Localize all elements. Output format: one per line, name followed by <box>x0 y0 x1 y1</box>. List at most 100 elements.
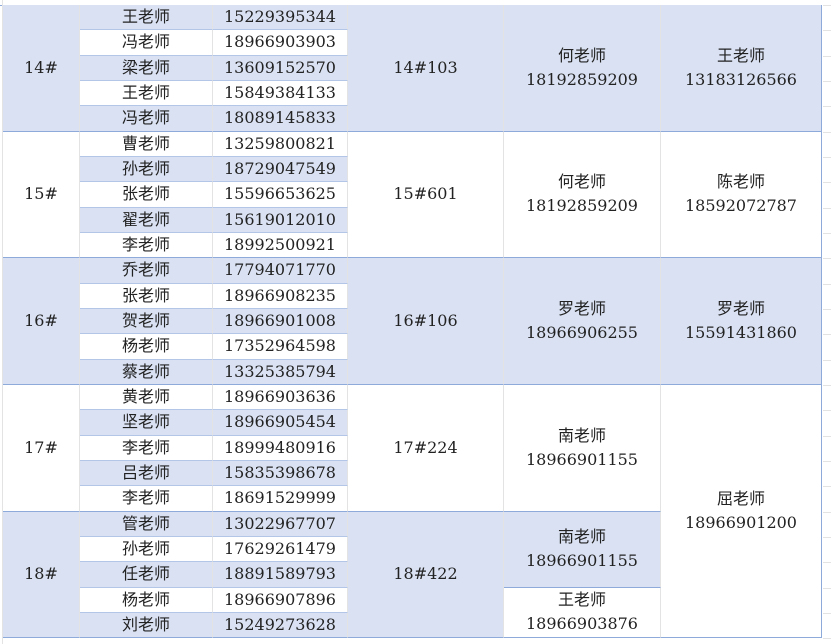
teacher-phone-cell[interactable]: 13325385794 <box>213 359 348 385</box>
teacher-name-cell[interactable]: 曹老师 <box>80 131 213 157</box>
contact-a-cell[interactable]: 何老师 18192859209 <box>504 5 661 132</box>
teacher-phone: 13609152570 <box>224 57 336 77</box>
teacher-name-cell[interactable]: 梁老师 <box>80 55 213 81</box>
room-label: 18#422 <box>393 564 458 584</box>
teacher-name-cell[interactable]: 孙老师 <box>80 156 213 183</box>
teacher-name: 管老师 <box>121 513 170 533</box>
teacher-name-cell[interactable]: 坚老师 <box>80 410 213 436</box>
teacher-name-cell[interactable]: 李老师 <box>80 435 213 461</box>
contact-name: 王老师 <box>716 45 765 65</box>
teacher-name-cell[interactable]: 任老师 <box>80 562 213 588</box>
teacher-name: 蔡老师 <box>121 361 170 381</box>
teacher-phone-cell[interactable]: 18966903903 <box>213 30 348 56</box>
teacher-phone-cell[interactable]: 18089145833 <box>213 106 348 132</box>
teacher-name: 李老师 <box>121 488 170 508</box>
teacher-name: 坚老师 <box>121 412 170 432</box>
teacher-phone-cell[interactable]: 15229395344 <box>213 5 348 31</box>
teacher-name: 刘老师 <box>121 615 170 635</box>
teacher-name-cell[interactable]: 管老师 <box>80 511 213 537</box>
teacher-phone-cell[interactable]: 18992500921 <box>213 232 348 259</box>
teacher-phone: 15596653625 <box>224 184 336 204</box>
room-cell[interactable]: 18#422 <box>348 511 504 639</box>
teacher-name-cell[interactable]: 李老师 <box>80 232 213 259</box>
teacher-phone-cell[interactable]: 18966901008 <box>213 308 348 335</box>
teacher-phone-cell[interactable]: 15849384133 <box>213 80 348 107</box>
contact-a-cell[interactable]: 南老师 18966901155 <box>504 384 661 512</box>
room-cell[interactable]: 15#601 <box>348 131 504 259</box>
contact-name: 南老师 <box>557 527 606 547</box>
teacher-name-cell[interactable]: 孙老师 <box>80 536 213 563</box>
contact-b-cell[interactable]: 罗老师 15591431860 <box>661 258 822 385</box>
teacher-name-cell[interactable]: 张老师 <box>80 182 213 208</box>
teacher-phone-cell[interactable]: 18966907896 <box>213 587 348 613</box>
teacher-phone-cell[interactable]: 18729047549 <box>213 156 348 183</box>
contact-a-cell[interactable]: 罗老师 18966906255 <box>504 258 661 385</box>
contact-phone: 15591431860 <box>685 323 797 343</box>
teacher-phone-cell[interactable]: 15596653625 <box>213 182 348 208</box>
teacher-name-cell[interactable]: 蔡老师 <box>80 359 213 385</box>
teacher-phone-cell[interactable]: 17629261479 <box>213 536 348 563</box>
teacher-name-cell[interactable]: 吕老师 <box>80 460 213 487</box>
contact-b-cell[interactable]: 王老师 13183126566 <box>661 5 822 132</box>
contact-a-cell[interactable]: 何老师 18192859209 <box>504 131 661 259</box>
teacher-name-cell[interactable]: 乔老师 <box>80 258 213 284</box>
teacher-name-cell[interactable]: 翟老师 <box>80 207 213 233</box>
contact-phone: 18966906255 <box>526 323 638 343</box>
teacher-name-cell[interactable]: 杨老师 <box>80 587 213 613</box>
teacher-phone: 15229395344 <box>224 7 336 27</box>
building-cell[interactable]: 15# <box>3 131 80 259</box>
contact-b-cell[interactable]: 陈老师 18592072787 <box>661 131 822 259</box>
room-cell[interactable]: 14#103 <box>348 5 504 132</box>
teacher-phone-cell[interactable]: 17794071770 <box>213 258 348 284</box>
teacher-phone-cell[interactable]: 18891589793 <box>213 562 348 588</box>
teacher-name-cell[interactable]: 刘老师 <box>80 612 213 639</box>
gridline <box>823 537 831 538</box>
teacher-phone-cell[interactable]: 18966903636 <box>213 384 348 411</box>
contact-a-cell[interactable]: 南老师 18966901155 <box>504 511 661 588</box>
teacher-name-cell[interactable]: 王老师 <box>80 5 213 31</box>
teacher-phone-cell[interactable]: 17352964598 <box>213 334 348 360</box>
teacher-name-cell[interactable]: 张老师 <box>80 283 213 309</box>
room-cell[interactable]: 17#224 <box>348 384 504 512</box>
building-cell[interactable]: 18# <box>3 511 80 639</box>
teacher-phone: 18089145833 <box>224 108 336 128</box>
building-label: 18# <box>24 564 58 584</box>
teacher-phone-cell[interactable]: 15835398678 <box>213 460 348 487</box>
teacher-phone-cell[interactable]: 13259800821 <box>213 131 348 157</box>
gridline <box>823 410 831 411</box>
teacher-name-cell[interactable]: 王老师 <box>80 80 213 107</box>
teacher-phone-cell[interactable]: 15619012010 <box>213 207 348 233</box>
building-cell[interactable]: 16# <box>3 258 80 385</box>
room-label: 17#224 <box>393 437 458 457</box>
teacher-phone: 18966907896 <box>224 589 336 609</box>
building-cell[interactable]: 14# <box>3 5 80 132</box>
teacher-phone-cell[interactable]: 18966908235 <box>213 283 348 309</box>
teacher-phone-cell[interactable]: 15249273628 <box>213 612 348 639</box>
building-cell[interactable]: 17# <box>3 384 80 512</box>
teacher-phone: 18992500921 <box>224 235 336 255</box>
teacher-phone: 18966908235 <box>224 285 336 305</box>
teacher-name-cell[interactable]: 冯老师 <box>80 106 213 132</box>
gridline <box>823 132 831 133</box>
teacher-name-cell[interactable]: 杨老师 <box>80 334 213 360</box>
contact-phone: 18966903876 <box>526 614 638 634</box>
teacher-name-cell[interactable]: 贺老师 <box>80 308 213 335</box>
teacher-phone-cell[interactable]: 18691529999 <box>213 486 348 512</box>
gridline <box>823 588 831 589</box>
gridline <box>823 461 831 462</box>
teacher-phone-cell[interactable]: 13022967707 <box>213 511 348 537</box>
contact-name: 罗老师 <box>716 299 765 319</box>
contact-name: 屈老师 <box>716 489 765 509</box>
contact-b-cell[interactable]: 屈老师 18966901200 <box>661 384 822 639</box>
teacher-phone-cell[interactable]: 18999480916 <box>213 435 348 461</box>
teacher-phone-cell[interactable]: 18966905454 <box>213 410 348 436</box>
contact-a-cell[interactable]: 王老师 18966903876 <box>504 587 661 639</box>
teacher-name-cell[interactable]: 冯老师 <box>80 30 213 56</box>
teacher-name-cell[interactable]: 黄老师 <box>80 384 213 411</box>
teacher-phone: 18891589793 <box>224 564 336 584</box>
teacher-phone-cell[interactable]: 13609152570 <box>213 55 348 81</box>
teacher-phone: 15849384133 <box>224 83 336 103</box>
room-cell[interactable]: 16#106 <box>348 258 504 385</box>
teacher-name-cell[interactable]: 李老师 <box>80 486 213 512</box>
teacher-name: 王老师 <box>121 7 170 27</box>
